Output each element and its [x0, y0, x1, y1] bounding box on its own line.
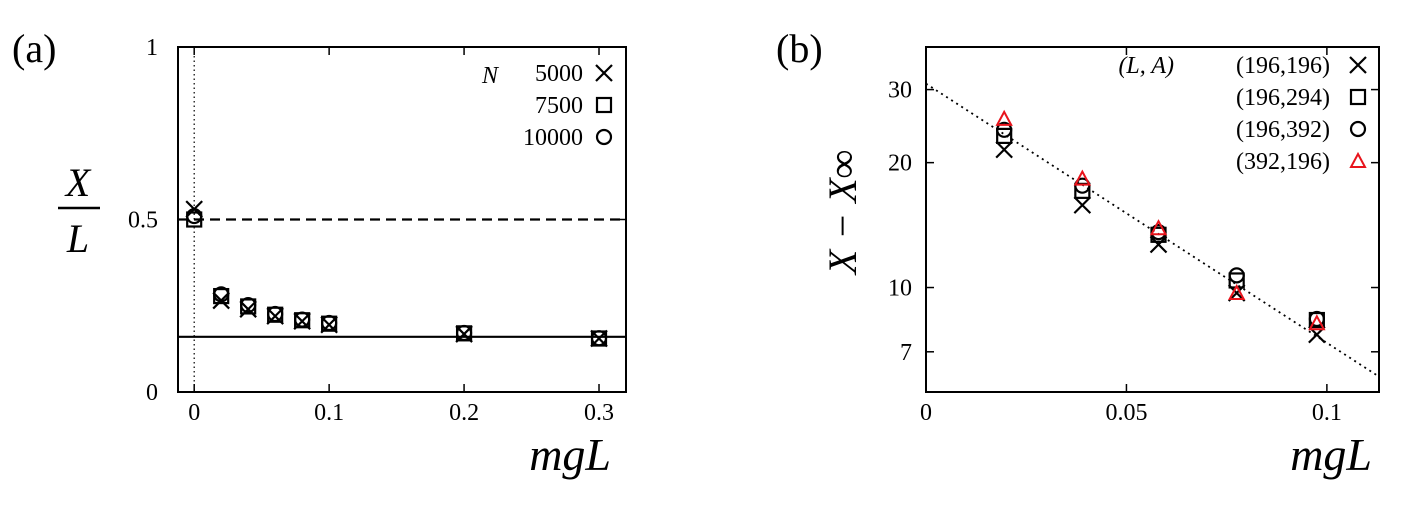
point-a-s2-0 — [186, 207, 203, 225]
y-tick-label-0: 0 — [146, 380, 158, 406]
point-b-s3-3-shape — [1228, 283, 1246, 301]
point-b-s3-2 — [1149, 219, 1168, 236]
legend-label-0: (196,196) — [1236, 53, 1330, 79]
point-b-s0-2 — [1149, 235, 1168, 254]
legend-marker-2 — [1349, 120, 1367, 138]
legend-title: N — [481, 63, 500, 89]
point-b-s3-4 — [1308, 314, 1326, 331]
point-b-s2-4-shape — [1308, 310, 1325, 328]
point-b-s2-1-shape — [1074, 177, 1091, 194]
point-a-s2-4-shape — [294, 311, 311, 328]
legend-marker-2-shape — [1349, 120, 1367, 138]
point-b-s2-0 — [996, 121, 1013, 138]
point-a-s2-6 — [455, 324, 473, 342]
legend-marker-0-shape — [595, 64, 613, 82]
x-tick-label-0: 0 — [920, 400, 932, 426]
point-a-s2-5 — [321, 314, 338, 332]
x-axis-label: mgL — [529, 429, 611, 480]
legend-marker-0-shape — [1349, 56, 1367, 74]
legend-marker-3-shape — [1349, 151, 1367, 168]
point-a-s2-0-shape — [186, 207, 203, 225]
legend-label-1: (196,294) — [1236, 85, 1330, 111]
point-b-s0-0 — [995, 140, 1013, 159]
point-b-s2-4 — [1308, 310, 1325, 328]
point-b-s3-2-shape — [1149, 219, 1168, 236]
point-b-s3-1-shape — [1073, 169, 1092, 186]
panel-b: 0 0.05 0.1 7 10 20 30 (L, A) (196,196) (196,294) (… — [776, 26, 1380, 480]
point-b-s2-0-shape — [996, 121, 1013, 138]
legend-marker-1-shape — [1349, 88, 1367, 106]
y-tick-label-2: 20 — [888, 151, 912, 177]
legend-title: (L, A) — [1118, 53, 1174, 79]
point-a-s2-3-shape — [267, 305, 284, 323]
legend-marker-2 — [595, 128, 613, 146]
x-tick-label-2: 0.2 — [449, 400, 479, 426]
y-tick-label-1: 10 — [888, 276, 912, 302]
y-tick-label-0: 7 — [900, 340, 912, 366]
legend-label-2: (196,392) — [1236, 117, 1330, 143]
legend-marker-0 — [595, 64, 613, 82]
point-b-s3-0-shape — [995, 109, 1013, 126]
point-b-s1-0 — [996, 127, 1013, 145]
point-b-s2-1 — [1074, 177, 1091, 194]
y-tick-label-2: 1 — [146, 35, 158, 61]
point-a-s2-3 — [267, 305, 284, 323]
point-a-s2-2-shape — [240, 296, 257, 314]
point-a-s2-7-shape — [590, 330, 608, 347]
point-b-s3-1 — [1073, 169, 1092, 186]
point-b-s0-1-shape — [1073, 196, 1092, 214]
point-a-s2-4 — [294, 311, 311, 328]
point-a-s2-5-shape — [321, 314, 338, 332]
plot-frame — [925, 46, 1380, 393]
x-tick-label-3: 0.3 — [584, 400, 614, 426]
point-b-s3-4-shape — [1308, 314, 1326, 331]
x-tick-label-0: 0 — [188, 400, 200, 426]
legend-label-1: 7500 — [535, 93, 583, 119]
legend-marker-0 — [1349, 56, 1367, 74]
panel-label-b: (b) — [776, 26, 823, 71]
y-axis-label-numerator: X — [64, 160, 92, 205]
y-tick-label-3: 30 — [888, 78, 912, 104]
y-axis-label-denominator: L — [66, 216, 89, 261]
panel-label-a: (a) — [12, 26, 56, 71]
legend-marker-2-shape — [595, 128, 613, 146]
x-axis-label: mgL — [1290, 429, 1372, 480]
point-b-s0-2-shape — [1149, 235, 1168, 254]
point-b-s1-0-shape — [996, 127, 1013, 145]
y-tick-label-1: 0.5 — [128, 208, 158, 234]
legend-label-0: 5000 — [535, 61, 583, 87]
legend-label-2: 10000 — [523, 125, 583, 151]
x-tick-label-1: 0.05 — [1105, 400, 1147, 426]
legend-marker-1 — [595, 96, 613, 114]
point-b-s2-3 — [1228, 267, 1245, 284]
legend-marker-3 — [1349, 151, 1367, 168]
legend-marker-1-shape — [595, 96, 613, 114]
point-b-s3-3 — [1228, 283, 1246, 301]
point-b-s3-0 — [995, 109, 1013, 126]
legend-label-3: (392,196) — [1236, 149, 1330, 175]
x-tick-label-1: 0.1 — [314, 400, 344, 426]
point-a-s2-1 — [213, 286, 230, 303]
point-b-s2-3-shape — [1228, 267, 1245, 284]
point-a-s2-2 — [240, 296, 257, 314]
point-a-s2-7 — [590, 330, 608, 347]
y-axis-label: X − X∞ — [820, 150, 865, 276]
point-a-s2-6-shape — [455, 324, 473, 342]
x-tick-label-2: 0.1 — [1312, 400, 1342, 426]
legend-marker-1 — [1349, 88, 1367, 106]
point-b-s0-1 — [1073, 196, 1092, 214]
point-b-s0-0-shape — [995, 140, 1013, 159]
point-a-s2-1-shape — [213, 286, 230, 303]
